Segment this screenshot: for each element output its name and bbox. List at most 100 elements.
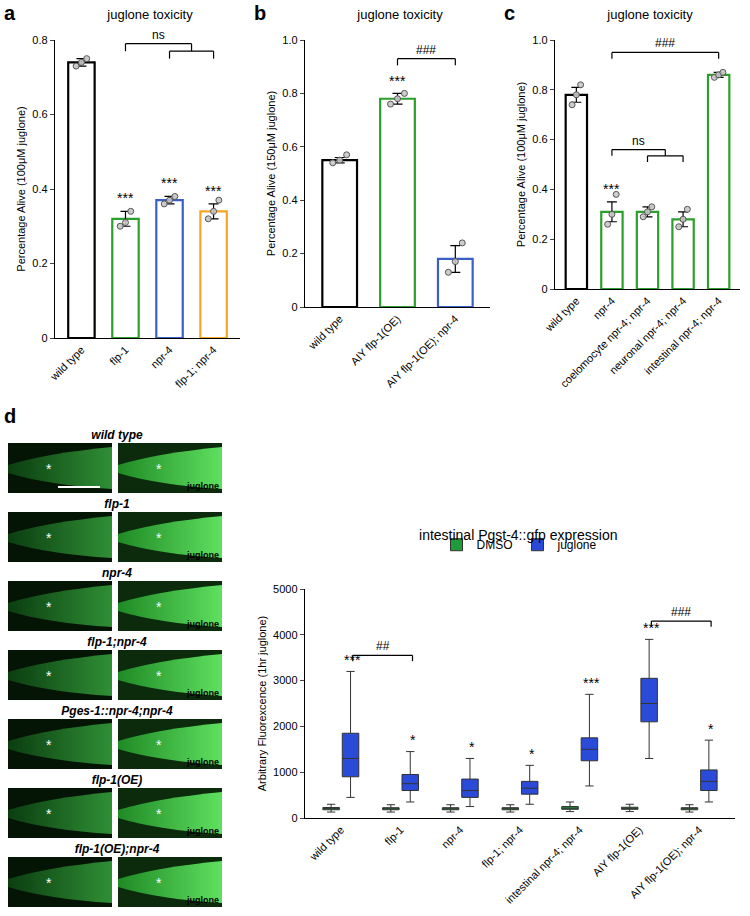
svg-text:***: ***: [603, 181, 620, 197]
svg-text:*: *: [46, 668, 52, 684]
svg-text:intestinal Pgst-4::gfp express: intestinal Pgst-4::gfp expression: [419, 527, 617, 543]
svg-text:*: *: [410, 732, 416, 748]
svg-text:0.2: 0.2: [282, 247, 297, 259]
svg-text:0.2: 0.2: [532, 233, 547, 245]
svg-text:neuronal npr-4; npr-4: neuronal npr-4; npr-4: [607, 295, 689, 377]
svg-text:flp-1: flp-1: [104, 497, 130, 511]
svg-text:AIY flp-1(OE): AIY flp-1(OE): [590, 824, 645, 879]
svg-text:juglone: juglone: [186, 757, 219, 767]
svg-text:*: *: [156, 530, 162, 546]
svg-text:*: *: [46, 530, 52, 546]
svg-text:juglone: juglone: [186, 688, 219, 698]
svg-text:0: 0: [291, 301, 297, 313]
svg-text:juglone: juglone: [186, 550, 219, 560]
svg-text:***: ***: [344, 652, 361, 668]
svg-text:*: *: [46, 806, 52, 822]
svg-text:0.6: 0.6: [282, 141, 297, 153]
svg-text:Percentage Alive (100μM juglon: Percentage Alive (100μM juglone): [515, 82, 527, 247]
svg-text:0.8: 0.8: [32, 34, 47, 46]
html-text:d: d: [4, 405, 17, 427]
svg-text:*: *: [708, 721, 714, 737]
svg-text:0: 0: [541, 283, 547, 295]
svg-text:0.2: 0.2: [32, 257, 47, 269]
svg-text:3000: 3000: [273, 674, 297, 686]
svg-text:intestinal npr-4; npr-4: intestinal npr-4; npr-4: [503, 824, 585, 906]
svg-text:coelomocyte npr-4; npr-4: coelomocyte npr-4; npr-4: [558, 295, 653, 390]
svg-text:juglone: juglone: [186, 481, 219, 491]
svg-text:npr-4: npr-4: [148, 344, 175, 371]
svg-text:npr-4: npr-4: [439, 824, 466, 851]
svg-text:0.4: 0.4: [282, 194, 297, 206]
svg-text:***: ***: [389, 73, 406, 89]
svg-text:***: ***: [117, 190, 134, 206]
svg-text:***: ***: [205, 183, 222, 199]
svg-text:1.0: 1.0: [282, 34, 297, 46]
svg-text:0.4: 0.4: [32, 183, 47, 195]
svg-text:DMSO: DMSO: [477, 538, 513, 552]
svg-text:*: *: [46, 875, 52, 891]
svg-text:juglone: juglone: [186, 826, 219, 836]
svg-text:juglone toxicity: juglone toxicity: [356, 7, 443, 22]
svg-text:0.6: 0.6: [532, 133, 547, 145]
svg-text:###: ###: [416, 43, 436, 57]
svg-text:Arbitrary Fluorexcence (1hr ju: Arbitrary Fluorexcence (1hr juglone): [256, 616, 268, 791]
svg-text:1000: 1000: [273, 766, 297, 778]
svg-text:juglone: juglone: [557, 538, 597, 552]
svg-text:ns: ns: [632, 134, 645, 148]
svg-text:0.8: 0.8: [532, 84, 547, 96]
svg-text:juglone: juglone: [186, 895, 219, 905]
svg-text:flp-1(OE);npr-4: flp-1(OE);npr-4: [75, 842, 160, 856]
svg-text:AIY flp-1(OE); npr-4: AIY flp-1(OE); npr-4: [627, 824, 704, 901]
svg-text:wild type: wild type: [47, 344, 86, 383]
svg-text:*: *: [156, 668, 162, 684]
svg-text:AIY flp-1(OE): AIY flp-1(OE): [348, 313, 403, 368]
svg-text:AIY flp-1(OE); npr-4: AIY flp-1(OE); npr-4: [384, 313, 461, 390]
svg-text:flp-1(OE): flp-1(OE): [92, 773, 143, 787]
svg-text:##: ##: [376, 639, 390, 653]
svg-text:*: *: [156, 737, 162, 753]
svg-text:npr-4: npr-4: [591, 295, 618, 322]
svg-text:flp-1; npr-4: flp-1; npr-4: [479, 824, 525, 870]
svg-text:wild type: wild type: [307, 824, 346, 863]
svg-text:juglone: juglone: [186, 619, 219, 629]
svg-text:***: ***: [643, 620, 660, 636]
svg-text:5000: 5000: [273, 583, 297, 595]
html-text:b: b: [254, 2, 267, 24]
svg-text:*: *: [46, 461, 52, 477]
svg-text:Percentage Alive (100μM juglon: Percentage Alive (100μM juglone): [15, 106, 27, 271]
svg-text:*: *: [156, 875, 162, 891]
svg-text:npr-4: npr-4: [102, 566, 132, 580]
svg-text:flp-1: flp-1: [382, 824, 406, 848]
svg-text:wild type: wild type: [542, 295, 581, 334]
svg-text:*: *: [46, 599, 52, 615]
svg-text:juglone toxicity: juglone toxicity: [106, 7, 193, 22]
svg-text:***: ***: [161, 175, 178, 191]
svg-text:*: *: [156, 461, 162, 477]
svg-text:*: *: [156, 806, 162, 822]
svg-text:###: ###: [671, 605, 691, 619]
svg-text:*: *: [529, 746, 535, 762]
svg-text:Pges-1::npr-4;npr-4: Pges-1::npr-4;npr-4: [61, 704, 173, 718]
svg-text:0.4: 0.4: [532, 183, 547, 195]
svg-text:ns: ns: [152, 28, 165, 42]
svg-text:0.8: 0.8: [282, 87, 297, 99]
svg-text:1.0: 1.0: [532, 34, 547, 46]
svg-text:intestinal npr-4; npr-4: intestinal npr-4; npr-4: [642, 295, 724, 377]
svg-text:flp-1;npr-4: flp-1;npr-4: [87, 635, 147, 649]
svg-text:*: *: [469, 739, 475, 755]
svg-text:flp-1; npr-4: flp-1; npr-4: [173, 344, 219, 390]
svg-text:flp-1: flp-1: [107, 344, 131, 368]
svg-text:###: ###: [655, 36, 675, 50]
svg-text:0: 0: [41, 332, 47, 344]
svg-text:4000: 4000: [273, 629, 297, 641]
svg-text:Percentage Alive (150μM juglon: Percentage Alive (150μM juglone): [265, 91, 277, 256]
svg-text:***: ***: [583, 675, 600, 691]
svg-text:0.6: 0.6: [32, 108, 47, 120]
svg-text:0: 0: [291, 812, 297, 824]
svg-text:juglone toxicity: juglone toxicity: [606, 7, 693, 22]
svg-text:2000: 2000: [273, 720, 297, 732]
svg-text:*: *: [46, 737, 52, 753]
svg-text:wild type: wild type: [306, 313, 345, 352]
svg-text:wild type: wild type: [91, 428, 143, 442]
svg-text:*: *: [156, 599, 162, 615]
